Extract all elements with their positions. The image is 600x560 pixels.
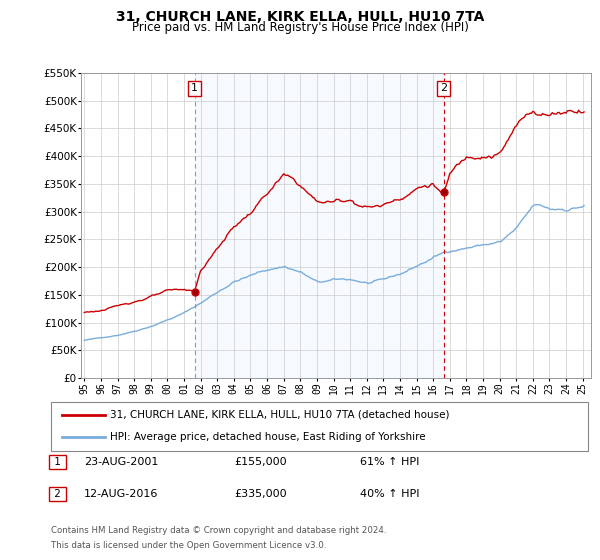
Bar xyxy=(194,73,444,378)
Text: 1: 1 xyxy=(51,457,64,467)
Text: 1: 1 xyxy=(191,83,198,94)
Text: HPI: Average price, detached house, East Riding of Yorkshire: HPI: Average price, detached house, East… xyxy=(110,432,425,442)
Text: 12-AUG-2016: 12-AUG-2016 xyxy=(84,489,158,499)
Text: £335,000: £335,000 xyxy=(234,489,287,499)
Text: 23-AUG-2001: 23-AUG-2001 xyxy=(84,457,158,467)
Text: 2: 2 xyxy=(51,489,64,499)
Text: £155,000: £155,000 xyxy=(234,457,287,467)
Text: Contains HM Land Registry data © Crown copyright and database right 2024.: Contains HM Land Registry data © Crown c… xyxy=(51,526,386,535)
Text: 31, CHURCH LANE, KIRK ELLA, HULL, HU10 7TA (detached house): 31, CHURCH LANE, KIRK ELLA, HULL, HU10 7… xyxy=(110,410,449,420)
Text: 61% ↑ HPI: 61% ↑ HPI xyxy=(360,457,419,467)
Text: This data is licensed under the Open Government Licence v3.0.: This data is licensed under the Open Gov… xyxy=(51,542,326,550)
Text: 2: 2 xyxy=(440,83,448,94)
Text: 40% ↑ HPI: 40% ↑ HPI xyxy=(360,489,419,499)
Text: 31, CHURCH LANE, KIRK ELLA, HULL, HU10 7TA: 31, CHURCH LANE, KIRK ELLA, HULL, HU10 7… xyxy=(116,10,484,24)
Text: Price paid vs. HM Land Registry's House Price Index (HPI): Price paid vs. HM Land Registry's House … xyxy=(131,21,469,34)
